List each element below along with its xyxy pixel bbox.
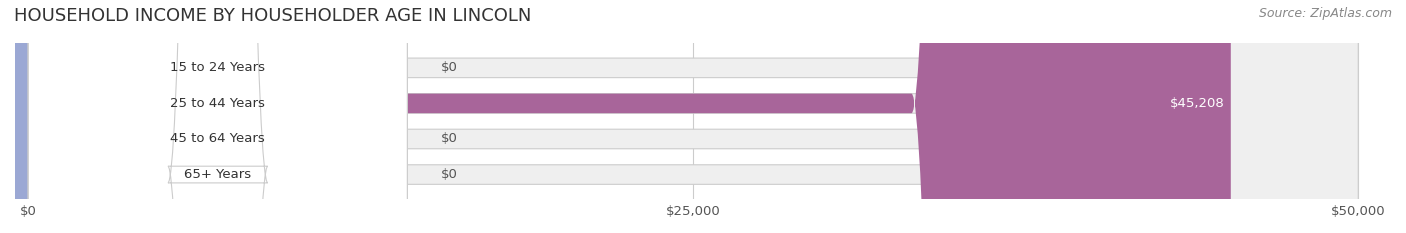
Text: HOUSEHOLD INCOME BY HOUSEHOLDER AGE IN LINCOLN: HOUSEHOLD INCOME BY HOUSEHOLDER AGE IN L… [14, 7, 531, 25]
FancyBboxPatch shape [28, 0, 408, 233]
FancyBboxPatch shape [0, 0, 347, 233]
FancyBboxPatch shape [28, 0, 1358, 233]
Text: 65+ Years: 65+ Years [184, 168, 252, 181]
Text: $0: $0 [440, 61, 457, 74]
Text: $0: $0 [440, 133, 457, 145]
Text: Source: ZipAtlas.com: Source: ZipAtlas.com [1258, 7, 1392, 20]
Text: $0: $0 [440, 168, 457, 181]
FancyBboxPatch shape [28, 0, 408, 233]
Text: 25 to 44 Years: 25 to 44 Years [170, 97, 266, 110]
Text: $45,208: $45,208 [1170, 97, 1225, 110]
FancyBboxPatch shape [28, 0, 408, 233]
FancyBboxPatch shape [28, 0, 1358, 233]
FancyBboxPatch shape [28, 0, 1230, 233]
FancyBboxPatch shape [28, 0, 408, 233]
FancyBboxPatch shape [0, 0, 347, 233]
Text: 15 to 24 Years: 15 to 24 Years [170, 61, 266, 74]
FancyBboxPatch shape [28, 0, 1358, 233]
Text: 45 to 64 Years: 45 to 64 Years [170, 133, 266, 145]
FancyBboxPatch shape [0, 0, 347, 233]
FancyBboxPatch shape [28, 0, 1358, 233]
